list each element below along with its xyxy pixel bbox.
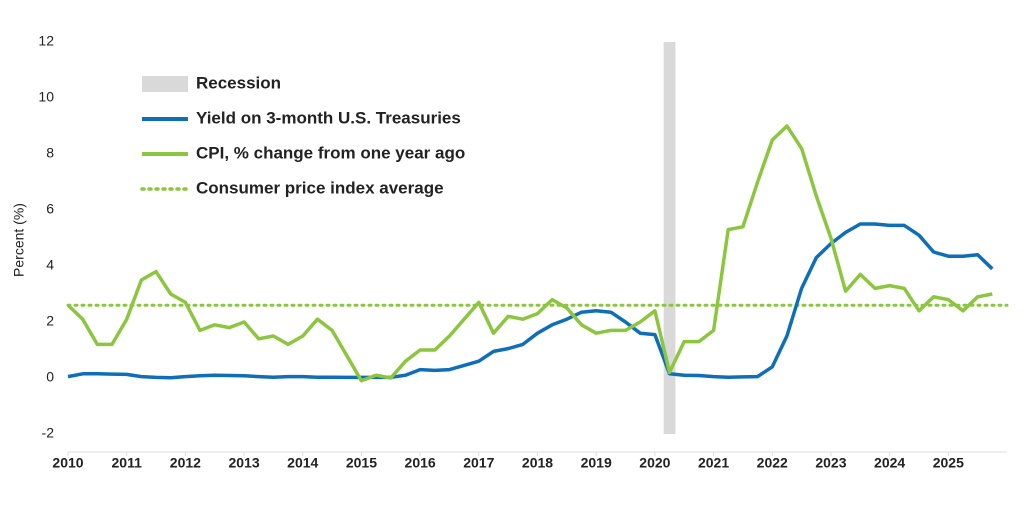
legend-label: CPI, % change from one year ago — [196, 143, 465, 162]
legend-label: Recession — [196, 73, 281, 92]
x-tick-label: 2011 — [112, 455, 143, 471]
series-line — [67, 222, 994, 380]
series-line — [66, 124, 993, 383]
x-tick-label: 2021 — [698, 455, 729, 471]
x-tick-label: 2017 — [463, 455, 494, 471]
legend-label: Consumer price index average — [196, 178, 444, 197]
y-tick-label: 6 — [46, 201, 54, 217]
x-tick-label: 2022 — [757, 455, 788, 471]
x-tick-label: 2015 — [346, 455, 377, 471]
x-tick-label: 2014 — [287, 455, 318, 471]
y-tick-label: -2 — [42, 425, 55, 441]
x-tick-label: 2025 — [933, 455, 964, 471]
x-tick-label: 2024 — [874, 455, 905, 471]
x-tick-label: 2013 — [228, 455, 259, 471]
y-tick-label: 10 — [38, 89, 54, 105]
x-tick-label: 2023 — [815, 455, 846, 471]
x-tick-label: 2016 — [405, 455, 436, 471]
y-tick-label: 4 — [46, 257, 54, 273]
legend-swatch — [142, 76, 188, 92]
x-tick-label: 2020 — [639, 455, 670, 471]
x-tick-label: 2019 — [581, 455, 612, 471]
x-tick-label: 2012 — [170, 455, 201, 471]
y-tick-label: 0 — [46, 369, 54, 385]
recession-band — [663, 42, 676, 434]
y-tick-label: 2 — [46, 313, 54, 329]
x-tick-label: 2010 — [52, 455, 83, 471]
y-tick-label: 8 — [46, 145, 54, 161]
y-tick-label: 12 — [38, 33, 54, 49]
x-tick-label: 2018 — [522, 455, 553, 471]
y-axis-label: Percent (%) — [11, 203, 27, 277]
legend-label: Yield on 3-month U.S. Treasuries — [196, 108, 461, 127]
